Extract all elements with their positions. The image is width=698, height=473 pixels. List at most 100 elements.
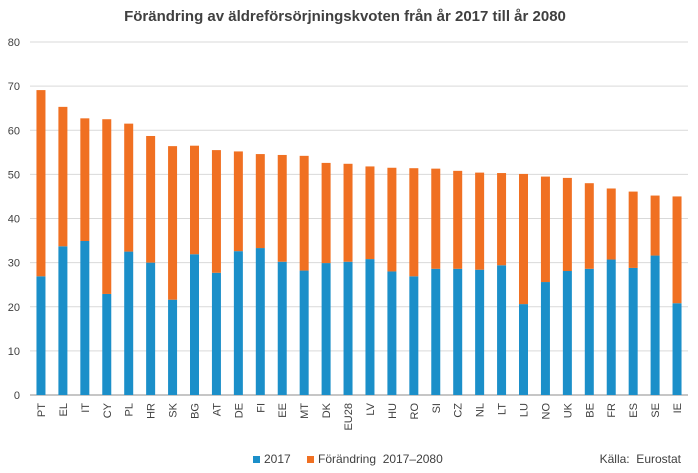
bar-EE-change [277,154,287,262]
gridlines [30,41,688,396]
x-tick-label: SE [650,403,662,418]
bar-UK-2017 [562,271,572,395]
bar-CY-change [102,119,112,294]
x-tick-label: FI [255,403,267,413]
bar-LU-change [519,173,528,305]
x-tick-label: LV [365,402,377,415]
bar-FR-2017 [606,259,616,395]
bar-DK-change [321,162,331,264]
y-tick-label: 20 [8,302,20,314]
legend-label-change: Förändring 2017–2080 [318,452,443,466]
x-tick-label: HU [387,403,399,419]
x-tick-label: RO [409,403,421,420]
bar-BE-change [584,183,594,269]
bar-PT-change [36,90,46,277]
bar-BE-2017 [584,268,594,395]
y-tick-label: 30 [8,258,20,270]
x-tick-label: BG [190,403,202,419]
bar-LU-2017 [519,304,528,395]
x-tick-label: NL [475,403,487,417]
x-tick-label: IE [672,403,684,413]
bar-SK-change [168,146,178,300]
bar-SK-2017 [168,299,178,395]
bar-AT-2017 [211,272,221,395]
x-tick-label: DE [233,403,245,418]
y-tick-label: 50 [8,169,20,181]
x-axis: PT EL IT CY PL HR SK BG AT DE FI EE MT DK EU28 LV HU RO SI… [36,402,684,430]
bar-IT-change [80,118,90,242]
bar-RO-2017 [409,276,419,395]
x-tick-label: SI [431,403,443,413]
x-tick-label: NO [540,403,552,420]
bar-ES-2017 [628,267,638,395]
x-tick-label: HR [146,403,158,419]
x-tick-label: UK [562,402,574,418]
x-tick-label: PL [124,403,136,416]
bar-FR-change [606,188,616,260]
y-tick-label: 80 [8,37,20,49]
source-note: Källa: Eurostat [600,452,682,466]
bar-HU-change [387,167,397,272]
bar-NL-change [475,172,485,270]
x-tick-label: PT [36,403,48,417]
bar-PT-2017 [36,276,46,395]
x-tick-label: IT [80,403,92,413]
bar-HR-2017 [146,262,156,395]
bar-DE-change [233,151,243,252]
x-tick-label: CY [102,402,114,418]
bar-SE-change [650,195,660,256]
y-tick-label: 0 [14,390,20,402]
legend: 2017 Förändring 2017–2080 [253,452,443,466]
bar-FI-2017 [255,248,265,395]
bar-DK-2017 [321,263,331,395]
y-axis: 0 10 20 30 40 50 60 70 80 [8,37,20,402]
x-tick-label: CZ [453,403,465,418]
x-tick-label: EU28 [343,403,355,431]
x-tick-label: LU [519,403,531,417]
legend-label-2017: 2017 [264,452,291,466]
bar-LT-change [497,173,507,266]
bar-RO-change [409,168,419,277]
bar-EE-2017 [277,261,287,395]
bar-LT-2017 [497,265,507,395]
x-tick-label: MT [299,403,311,419]
y-tick-label: 60 [8,125,20,137]
bar-IE-2017 [672,303,682,395]
bar-NO-change [540,176,550,283]
bar-EL-2017 [58,246,68,395]
x-tick-label: FR [606,403,618,418]
bar-HU-2017 [387,271,397,395]
bar-ES-change [628,191,638,268]
bar-EU28-change [343,163,353,262]
bar-EL-change [58,106,68,247]
bar-HR-change [146,135,156,263]
bar-DE-2017 [233,251,243,395]
x-tick-label: SK [168,402,180,417]
bar-CZ-change [453,170,463,269]
x-tick-label: EL [58,403,70,416]
x-tick-label: DK [321,402,333,418]
bar-SE-2017 [650,255,660,395]
bar-CZ-2017 [453,268,463,395]
x-tick-label: AT [211,403,223,417]
bar-MT-2017 [299,270,309,395]
bar-LV-change [365,166,375,260]
legend-swatch-2017 [253,456,260,463]
bar-AT-change [211,150,221,273]
bar-SI-2017 [431,268,441,395]
bar-PL-2017 [124,251,134,395]
bar-IT-2017 [80,241,90,395]
bar-IE-change [672,196,682,304]
bar-SI-change [431,168,441,269]
bar-LV-2017 [365,259,375,395]
bar-NL-2017 [475,269,485,395]
bar-NO-2017 [540,282,550,395]
legend-swatch-change [307,456,314,463]
bar-UK-change [562,177,572,272]
y-tick-label: 40 [8,214,20,226]
x-tick-label: BE [584,403,596,418]
x-tick-label: EE [277,403,289,418]
x-tick-label: ES [628,403,640,418]
bar-BG-change [190,145,199,255]
